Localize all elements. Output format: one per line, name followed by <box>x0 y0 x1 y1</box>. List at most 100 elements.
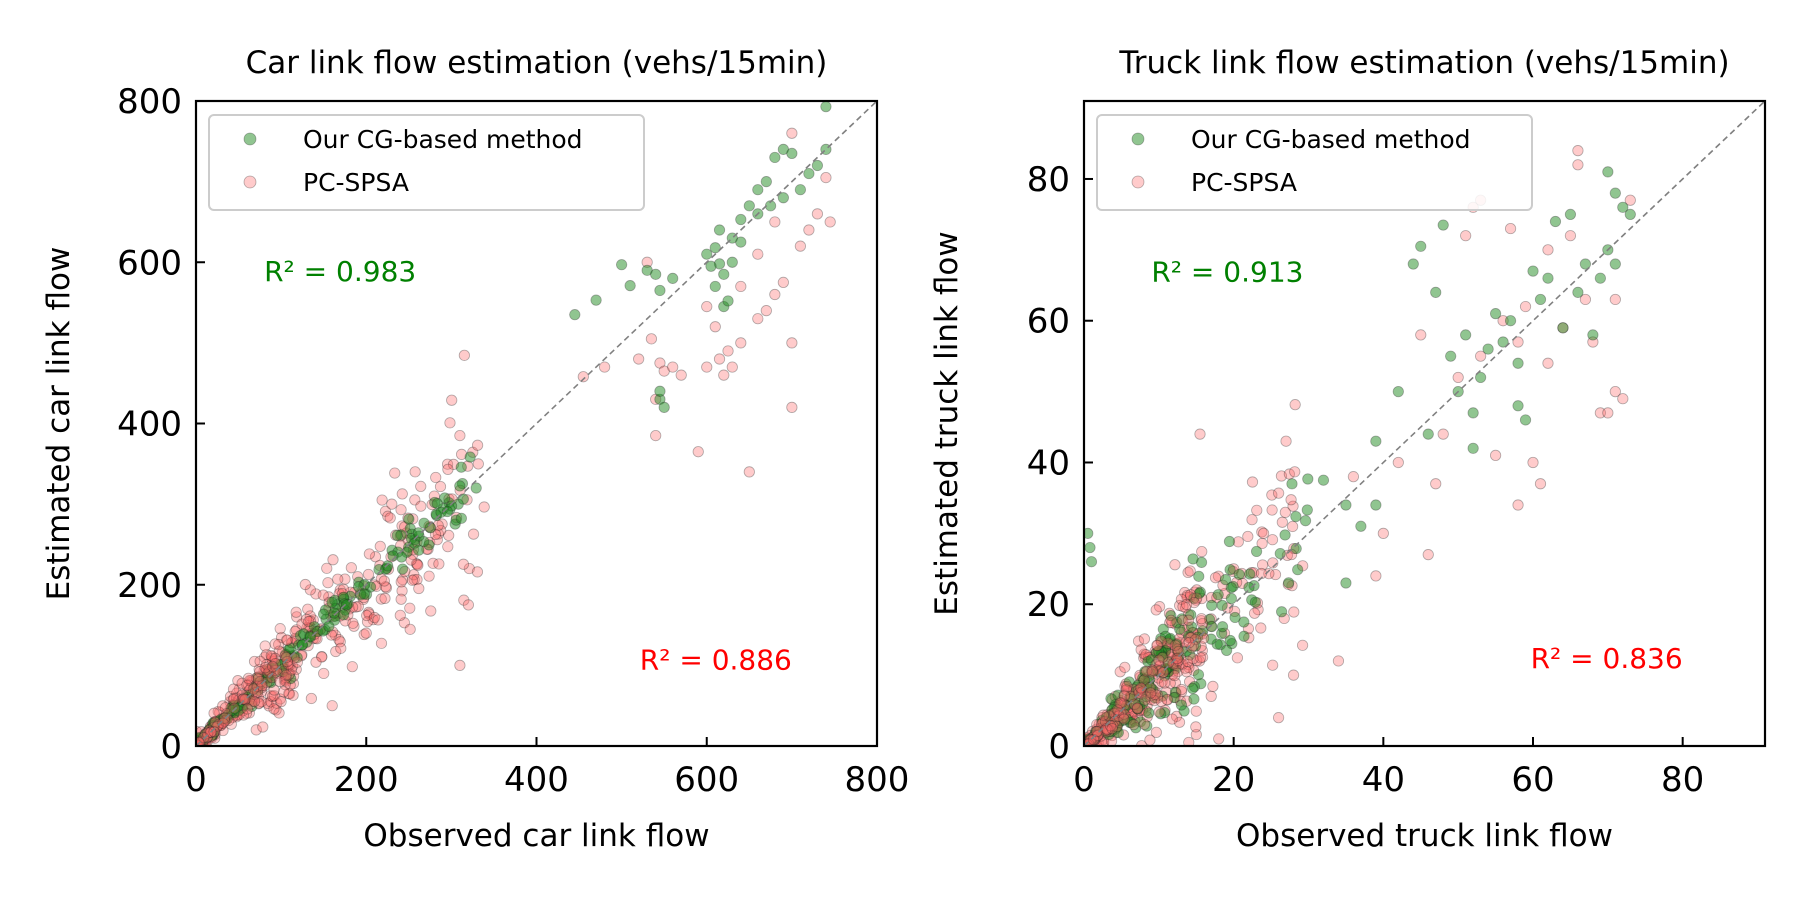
cg-method-point <box>1188 693 1200 705</box>
pc-spsa-point <box>1266 489 1278 501</box>
pc-spsa-point <box>446 394 458 406</box>
cg-method-point <box>1112 726 1124 739</box>
pc-spsa-point <box>743 466 755 478</box>
pc-spsa-point <box>275 696 287 708</box>
pc-spsa-point <box>285 664 297 676</box>
pc-spsa-point <box>329 629 342 641</box>
pc-spsa-point <box>1118 699 1130 711</box>
pc-spsa-point <box>1149 688 1161 701</box>
pc-spsa-point <box>404 602 416 614</box>
pc-spsa-point <box>347 617 359 629</box>
pc-spsa-point <box>274 675 286 688</box>
pc-spsa-point <box>1512 499 1524 511</box>
pc-spsa-point <box>471 566 484 578</box>
cg-method-point <box>1186 682 1199 695</box>
pc-spsa-point <box>266 690 279 702</box>
pc-spsa-point <box>265 649 277 662</box>
cg-method-point <box>1519 414 1532 426</box>
pc-spsa-point <box>1102 720 1114 732</box>
pc-spsa-point <box>1275 470 1288 482</box>
pc-spsa-point <box>269 638 281 650</box>
y-tick-label: 800 <box>117 82 182 122</box>
pc-spsa-point <box>1153 654 1165 666</box>
pc-spsa-point <box>259 651 271 664</box>
pc-spsa-point <box>227 683 240 695</box>
r2-pc-annotation: R² = 0.836 <box>1531 642 1683 675</box>
pc-spsa-point <box>1617 393 1629 405</box>
pc-spsa-point <box>1091 725 1103 738</box>
pc-spsa-point <box>1155 635 1167 647</box>
cg-method-point <box>1624 208 1636 221</box>
pc-spsa-point <box>278 686 290 698</box>
cg-method-point <box>1084 527 1094 539</box>
pc-spsa-point <box>786 401 798 413</box>
cg-method-point <box>641 264 653 276</box>
cg-method-point <box>1301 504 1313 516</box>
cg-method-point <box>277 665 289 678</box>
pc-spsa-point <box>1177 614 1189 626</box>
pc-spsa-point <box>236 693 249 706</box>
pc-spsa-point <box>361 609 373 622</box>
cg-method-point <box>252 672 264 684</box>
pc-spsa-point <box>300 613 313 625</box>
pc-spsa-point <box>1194 652 1207 664</box>
cg-method-point <box>1489 308 1502 320</box>
pc-spsa-point <box>408 569 420 581</box>
pc-spsa-point <box>279 679 291 691</box>
cg-method-point <box>1609 187 1621 199</box>
r2-pc-annotation: R² = 0.886 <box>640 643 792 676</box>
cg-method-point <box>403 513 415 525</box>
cg-method-point <box>811 159 824 172</box>
car-flow-panel: Car link flow estimation (vehs/15min) Obs… <box>41 45 909 854</box>
cg-method-point <box>1168 691 1180 704</box>
pc-spsa-point <box>219 715 231 727</box>
legend-marker-cg <box>243 132 257 146</box>
pc-spsa-point <box>1430 478 1442 490</box>
cg-method-point <box>1249 596 1261 608</box>
cg-method-point <box>338 609 350 621</box>
cg-method-point <box>1225 582 1237 594</box>
pc-spsa-point <box>1118 689 1130 701</box>
pc-spsa-point <box>1263 568 1275 580</box>
cg-method-point <box>777 143 789 155</box>
pc-spsa-point <box>1161 693 1173 706</box>
pc-spsa-point <box>1138 718 1150 730</box>
cg-method-point <box>760 176 772 188</box>
pc-spsa-point <box>273 645 285 657</box>
pc-spsa-point <box>1169 639 1181 652</box>
pc-spsa-point <box>1186 641 1198 654</box>
cg-method-point <box>1557 322 1569 334</box>
pc-spsa-point <box>253 697 265 709</box>
cg-method-point <box>1564 208 1577 221</box>
pc-spsa-point <box>389 467 401 479</box>
cg-method-point <box>439 492 451 504</box>
pc-spsa-point <box>372 614 384 626</box>
cg-method-point <box>1187 553 1199 565</box>
cg-method-point <box>470 482 482 494</box>
pc-spsa-point <box>1153 601 1166 613</box>
pc-spsa-point <box>411 573 423 586</box>
pc-spsa-point <box>268 690 280 702</box>
pc-spsa-point <box>1154 665 1166 677</box>
y-tick-label: 0 <box>160 727 182 767</box>
pc-spsa-point <box>1135 683 1147 695</box>
pc-spsa-point <box>1119 661 1131 673</box>
pc-spsa-point <box>1594 407 1606 419</box>
pc-spsa-point <box>1287 669 1300 681</box>
pc-spsa-point <box>409 494 421 506</box>
cg-method-point <box>1609 258 1621 270</box>
pc-spsa-point <box>250 724 262 736</box>
pc-spsa-point <box>1267 659 1279 671</box>
cg-method-point <box>709 242 721 254</box>
pc-spsa-point <box>283 687 295 700</box>
cg-method-point <box>1156 690 1169 702</box>
r2-cg-annotation: R² = 0.983 <box>264 255 416 288</box>
cg-method-point <box>1290 542 1302 555</box>
pc-spsa-point <box>1180 598 1193 611</box>
cg-method-point <box>1132 703 1144 715</box>
pc-spsa-point <box>1167 658 1179 670</box>
pc-spsa-point <box>384 512 396 524</box>
pc-spsa-point <box>228 702 240 714</box>
cg-method-point <box>1512 400 1524 412</box>
pc-spsa-point <box>1145 687 1157 699</box>
